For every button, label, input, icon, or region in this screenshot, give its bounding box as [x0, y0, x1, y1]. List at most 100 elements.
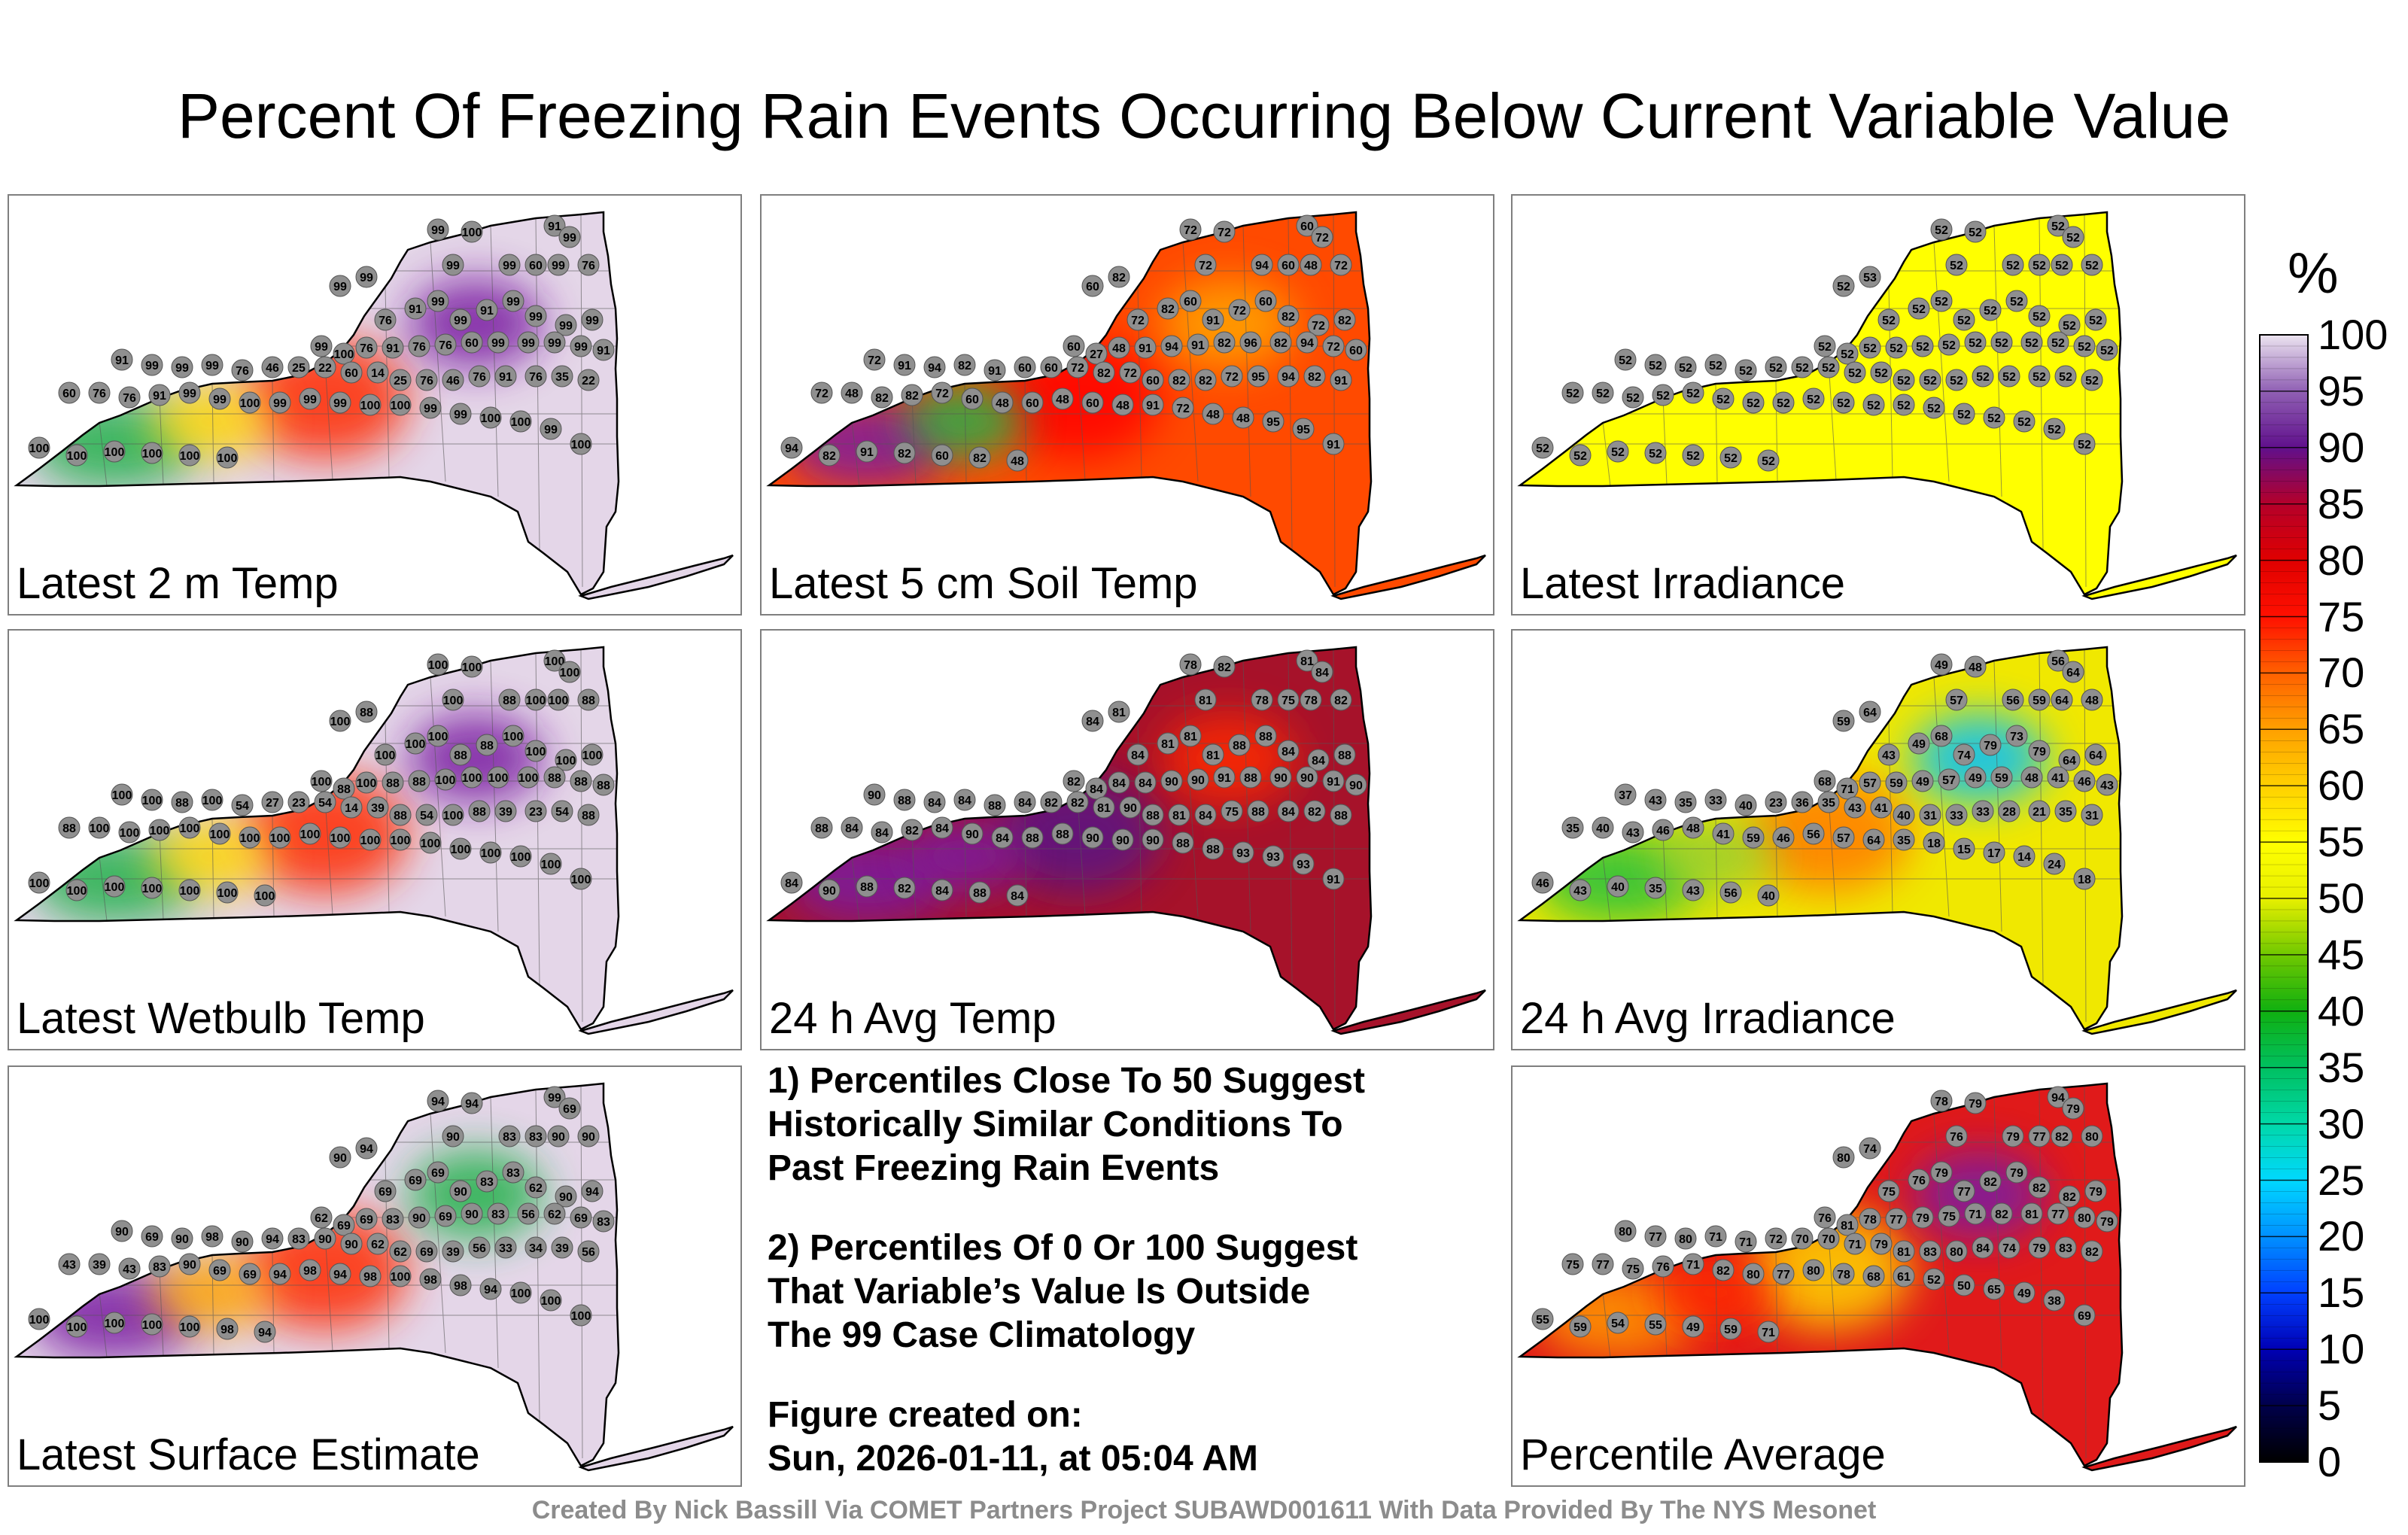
field-anomaly [1911, 713, 2047, 804]
station-marker: 64 [2062, 661, 2084, 683]
station-marker: 69 [208, 1259, 231, 1281]
station-marker: 69 [374, 1180, 397, 1202]
station-marker: 79 [2028, 1236, 2051, 1259]
station-marker: 96 [1239, 331, 1262, 354]
station-value: 98 [205, 1231, 219, 1244]
station-value: 41 [1716, 828, 1730, 841]
note-2: 2) Percentiles Of 0 Or 100 Suggest That … [768, 1226, 1475, 1357]
note-text: Past Freezing Rain Events [768, 1148, 1220, 1188]
station-marker: 69 [141, 1225, 163, 1248]
station-value: 93 [1236, 847, 1250, 860]
station-marker: 71 [1682, 1253, 1704, 1275]
station-marker: 84 [931, 879, 953, 901]
station-marker: 59 [1719, 1318, 1742, 1340]
station-value: 52 [1709, 360, 1722, 372]
station-marker: 52 [1682, 381, 1704, 404]
station-marker: 83 [287, 1227, 310, 1250]
station-value: 52 [1923, 375, 1937, 388]
station-marker: 79 [2084, 1180, 2107, 1202]
station-value: 33 [1950, 810, 1963, 822]
station-value: 88 [473, 806, 486, 819]
station-value: 81 [1897, 1246, 1911, 1259]
station-marker: 54 [415, 804, 438, 826]
station-marker: 100 [178, 1315, 201, 1338]
station-marker: 52 [1622, 386, 1644, 409]
station-marker: 100 [449, 837, 472, 860]
station-marker: 52 [1938, 333, 1960, 356]
colorbar-tick-label: 40 [2318, 986, 2365, 1035]
station-marker: 100 [359, 394, 382, 416]
note-text: Historically Similar Conditions To [768, 1105, 1343, 1144]
station-value: 84 [935, 885, 949, 898]
station-marker: 72 [1213, 220, 1236, 243]
station-value: 52 [1957, 409, 1971, 421]
station-marker: 52 [2002, 254, 2024, 276]
station-value: 72 [1071, 362, 1084, 375]
field-anomaly [1160, 278, 1296, 369]
station-marker: 100 [28, 1308, 50, 1330]
station-marker: 82 [1093, 361, 1115, 384]
station-marker: 99 [171, 356, 193, 378]
station-marker: 22 [577, 369, 600, 391]
station-value: 52 [1927, 1274, 1941, 1287]
station-marker: 27 [1085, 342, 1108, 365]
station-value: 88 [337, 783, 351, 796]
station-marker: 82 [1063, 770, 1085, 792]
station-value: 100 [556, 755, 576, 768]
station-marker: 43 [2096, 774, 2118, 796]
station-value: 75 [1882, 1186, 1896, 1199]
station-marker: 90 [1111, 828, 1134, 851]
station-value: 91 [1327, 439, 1340, 451]
station-marker: 94 [780, 436, 803, 459]
station-value: 100 [29, 877, 50, 890]
state-outline [1517, 646, 2124, 1031]
station-marker: 71 [1735, 1230, 1757, 1253]
station-marker: 52 [1893, 369, 1915, 391]
station-marker: 99 [355, 266, 378, 288]
station-value: 54 [236, 800, 249, 813]
station-value: 52 [1950, 375, 1963, 388]
station-value: 52 [2033, 371, 2046, 384]
station-value: 52 [1649, 448, 1662, 460]
station-value: 88 [62, 822, 76, 835]
station-value: 72 [815, 388, 829, 400]
station-value: 99 [529, 311, 543, 324]
station-value: 82 [1995, 1208, 2008, 1221]
station-value: 77 [2033, 1131, 2046, 1144]
station-value: 56 [582, 1246, 595, 1259]
station-marker: 100 [374, 743, 397, 766]
station-value: 88 [386, 777, 400, 790]
station-value: 76 [1818, 1212, 1832, 1225]
station-value: 82 [2033, 1182, 2046, 1195]
station-value: 52 [2100, 345, 2114, 357]
station-value: 75 [1626, 1263, 1640, 1276]
station-marker: 80 [1614, 1220, 1637, 1242]
station-value: 100 [541, 859, 561, 871]
station-marker: 94 [1251, 254, 1273, 276]
station-value: 43 [1882, 749, 1896, 762]
station-marker: 56 [1802, 822, 1825, 845]
station-value: 99 [431, 296, 445, 309]
station-marker: 83 [1919, 1240, 1941, 1263]
station-marker: 60 [1296, 214, 1318, 237]
station-value: 99 [333, 397, 347, 410]
station-marker: 48 [1111, 394, 1134, 416]
station-value: 78 [1935, 1096, 1948, 1108]
state-outline [2081, 1425, 2237, 1472]
station-marker: 80 [2081, 1125, 2103, 1147]
station-marker: 36 [1791, 791, 1814, 813]
station-marker: 82 [1269, 331, 1292, 354]
station-marker: 100 [570, 1304, 592, 1327]
station-value: 40 [1739, 800, 1753, 813]
colorbar-tick-label: 20 [2318, 1212, 2365, 1260]
station-value: 71 [1841, 783, 1854, 796]
station-marker: 76 [1908, 1169, 1930, 1191]
panel-label: Latest 5 cm Soil Temp [769, 559, 1198, 608]
station-marker: 83 [148, 1255, 171, 1278]
station-value: 100 [436, 774, 456, 787]
station-value: 75 [1282, 695, 1295, 707]
station-value: 74 [2002, 1242, 2016, 1255]
station-value: 82 [1716, 1265, 1730, 1278]
